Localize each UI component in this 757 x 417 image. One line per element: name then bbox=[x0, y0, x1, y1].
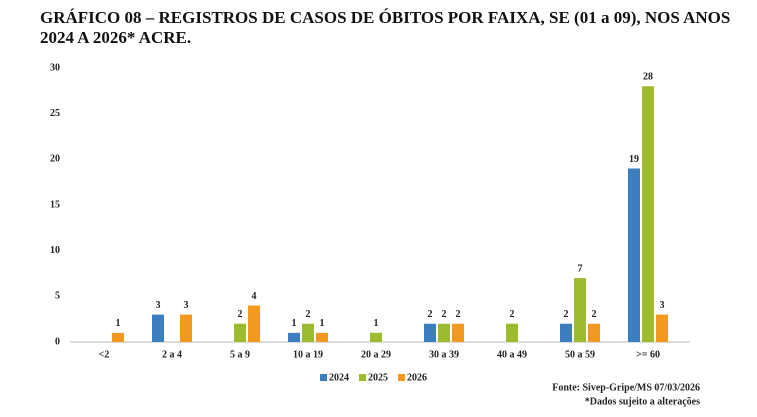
y-tick-label: 20 bbox=[50, 154, 60, 165]
bar bbox=[370, 332, 382, 342]
note: *Dados sujeito a alterações bbox=[585, 396, 700, 407]
legend-label: 2026 bbox=[407, 372, 427, 383]
y-tick-label: 15 bbox=[50, 199, 60, 210]
y-tick-label: 25 bbox=[50, 108, 60, 119]
bar bbox=[452, 323, 464, 342]
bar bbox=[438, 323, 450, 342]
value-label: 28 bbox=[643, 72, 653, 83]
value-label: 1 bbox=[116, 318, 121, 329]
bar bbox=[628, 168, 640, 342]
bar bbox=[152, 314, 164, 342]
value-label: 3 bbox=[184, 300, 189, 311]
value-label: 3 bbox=[156, 300, 161, 311]
value-label: 1 bbox=[320, 318, 325, 329]
bar bbox=[112, 332, 124, 342]
x-tick-label: 5 a 9 bbox=[230, 349, 250, 360]
value-label: 2 bbox=[456, 309, 461, 320]
x-tick-label: 10 a 19 bbox=[293, 349, 323, 360]
y-tick-label: 30 bbox=[50, 62, 60, 73]
x-tick-label: 30 a 39 bbox=[429, 349, 459, 360]
value-label: 2 bbox=[428, 309, 433, 320]
bar bbox=[248, 305, 260, 342]
x-tick-label: 50 a 59 bbox=[565, 349, 595, 360]
bar bbox=[302, 323, 314, 342]
legend-swatch bbox=[398, 374, 405, 381]
value-label: 3 bbox=[660, 300, 665, 311]
bar bbox=[316, 332, 328, 342]
value-label: 2 bbox=[564, 309, 569, 320]
bar bbox=[642, 86, 654, 343]
value-label: 2 bbox=[442, 309, 447, 320]
bar bbox=[180, 314, 192, 342]
bar bbox=[560, 323, 572, 342]
value-label: 1 bbox=[374, 318, 379, 329]
value-label: 2 bbox=[306, 309, 311, 320]
value-label: 19 bbox=[629, 154, 639, 165]
value-label: 2 bbox=[592, 309, 597, 320]
legend-swatch bbox=[359, 374, 366, 381]
legend-label: 2024 bbox=[329, 372, 349, 383]
value-label: 4 bbox=[252, 291, 257, 302]
x-tick-label: 2 a 4 bbox=[162, 349, 182, 360]
value-label: 1 bbox=[292, 318, 297, 329]
bar bbox=[506, 323, 518, 342]
bar bbox=[588, 323, 600, 342]
source: Fonte: Sivep-Gripe/MS 07/03/2026 bbox=[552, 382, 700, 393]
bar bbox=[424, 323, 436, 342]
x-tick-label: >= 60 bbox=[636, 349, 660, 360]
x-tick-label: <2 bbox=[99, 349, 110, 360]
legend-label: 2025 bbox=[368, 372, 388, 383]
x-tick-label: 20 a 29 bbox=[361, 349, 391, 360]
value-label: 2 bbox=[238, 309, 243, 320]
x-tick-label: 40 a 49 bbox=[497, 349, 527, 360]
value-label: 7 bbox=[578, 263, 583, 274]
bar bbox=[288, 332, 300, 342]
value-label: 2 bbox=[510, 309, 515, 320]
bar bbox=[574, 278, 586, 342]
y-tick-label: 0 bbox=[55, 336, 60, 347]
legend-swatch bbox=[320, 374, 327, 381]
y-tick-label: 10 bbox=[50, 245, 60, 256]
chart-title: GRÁFICO 08 – REGISTROS DE CASOS DE ÓBITO… bbox=[40, 8, 731, 47]
bar bbox=[234, 323, 246, 342]
bar bbox=[656, 314, 668, 342]
y-tick-label: 5 bbox=[55, 291, 60, 302]
